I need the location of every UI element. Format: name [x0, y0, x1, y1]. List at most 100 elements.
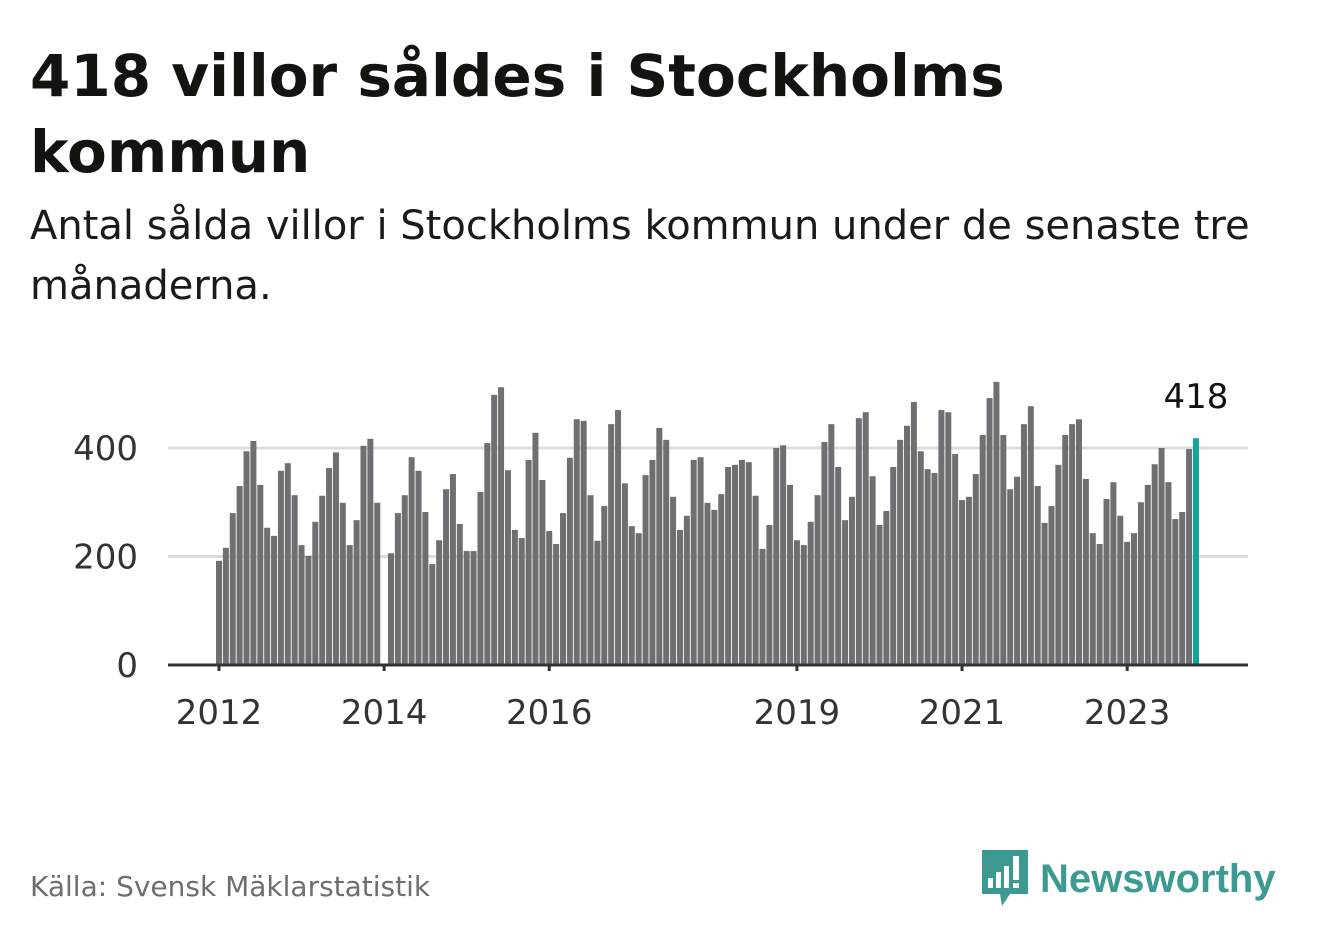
bar	[504, 470, 511, 665]
bar	[890, 466, 897, 665]
bar	[1082, 478, 1089, 665]
bar	[848, 496, 855, 665]
bar	[842, 520, 849, 665]
bar	[374, 502, 381, 665]
y-tick-label: 200	[73, 538, 138, 578]
bar	[759, 548, 766, 665]
bar	[319, 495, 326, 665]
bar	[1020, 424, 1027, 665]
bar	[862, 412, 869, 665]
bar	[1027, 406, 1034, 665]
x-tick-label: 2012	[176, 693, 263, 733]
bar	[745, 462, 752, 665]
bar	[1069, 424, 1076, 665]
bar	[1055, 464, 1062, 665]
bar	[525, 459, 532, 665]
bar	[484, 443, 491, 665]
bar	[250, 440, 257, 665]
bar	[656, 427, 663, 665]
y-tick-label: 400	[73, 429, 138, 469]
bar	[1137, 502, 1144, 665]
bar	[621, 483, 628, 665]
bar	[635, 533, 642, 665]
bar	[394, 513, 401, 665]
bar	[456, 523, 463, 665]
bar	[470, 551, 477, 665]
bar	[546, 531, 553, 665]
bar	[883, 510, 890, 665]
bar	[704, 502, 711, 665]
bar	[690, 459, 697, 665]
bar	[773, 448, 780, 665]
bar	[814, 495, 821, 665]
bar	[1000, 434, 1007, 665]
bar	[828, 424, 835, 665]
bar	[367, 438, 374, 665]
x-tick-label: 2023	[1084, 693, 1171, 733]
bar	[732, 464, 738, 665]
bar	[938, 410, 945, 665]
bar	[780, 445, 787, 665]
bar	[422, 512, 429, 665]
bar	[979, 434, 986, 665]
bar	[917, 451, 924, 665]
bar	[986, 398, 993, 665]
bar	[388, 553, 394, 665]
bar	[463, 551, 470, 665]
source-note: Källa: Svensk Mäklarstatistik	[30, 870, 431, 903]
bar	[800, 545, 807, 665]
bar	[1110, 482, 1117, 665]
bar	[491, 394, 498, 665]
bar	[1062, 434, 1069, 665]
bar	[518, 538, 525, 665]
bar	[725, 466, 732, 665]
bar	[752, 495, 759, 665]
bar	[1165, 482, 1172, 665]
bar	[924, 469, 931, 665]
bar	[601, 506, 608, 665]
bar	[1186, 449, 1193, 665]
bar	[931, 472, 938, 665]
chart-subtitle: Antal sålda villor i Stockholms kommun u…	[30, 203, 1250, 309]
bar	[443, 489, 450, 665]
bar	[1131, 533, 1138, 665]
bar	[229, 513, 236, 665]
bar	[945, 412, 952, 665]
bar	[216, 560, 222, 665]
bar	[663, 439, 670, 665]
bar	[807, 521, 814, 665]
newsworthy-logo: Newsworthy	[980, 848, 1276, 910]
bar	[972, 474, 979, 665]
bar	[594, 540, 601, 665]
bar	[1158, 448, 1165, 665]
bar	[560, 513, 566, 665]
bar	[897, 439, 904, 665]
bar	[821, 442, 828, 665]
bar	[965, 496, 972, 665]
bar	[415, 470, 422, 665]
bar	[539, 480, 546, 665]
bar	[1007, 489, 1014, 665]
bar	[243, 451, 250, 665]
chart-title: 418 villor såldes i Stockholms kommun	[30, 42, 1005, 186]
bar	[793, 540, 800, 665]
bar	[1041, 522, 1048, 665]
bar	[615, 410, 622, 665]
bar	[1103, 498, 1110, 665]
bar	[993, 381, 1000, 665]
bar	[346, 545, 353, 665]
bar	[718, 494, 725, 665]
bar	[477, 491, 484, 665]
bar	[959, 500, 966, 665]
bar	[353, 520, 360, 665]
bar	[855, 418, 862, 665]
bar	[642, 475, 649, 665]
bar	[312, 521, 319, 665]
bar	[449, 474, 456, 665]
bar	[628, 526, 635, 665]
bar	[236, 485, 243, 665]
bar	[869, 476, 876, 665]
bar	[284, 463, 291, 665]
bar	[904, 425, 910, 665]
